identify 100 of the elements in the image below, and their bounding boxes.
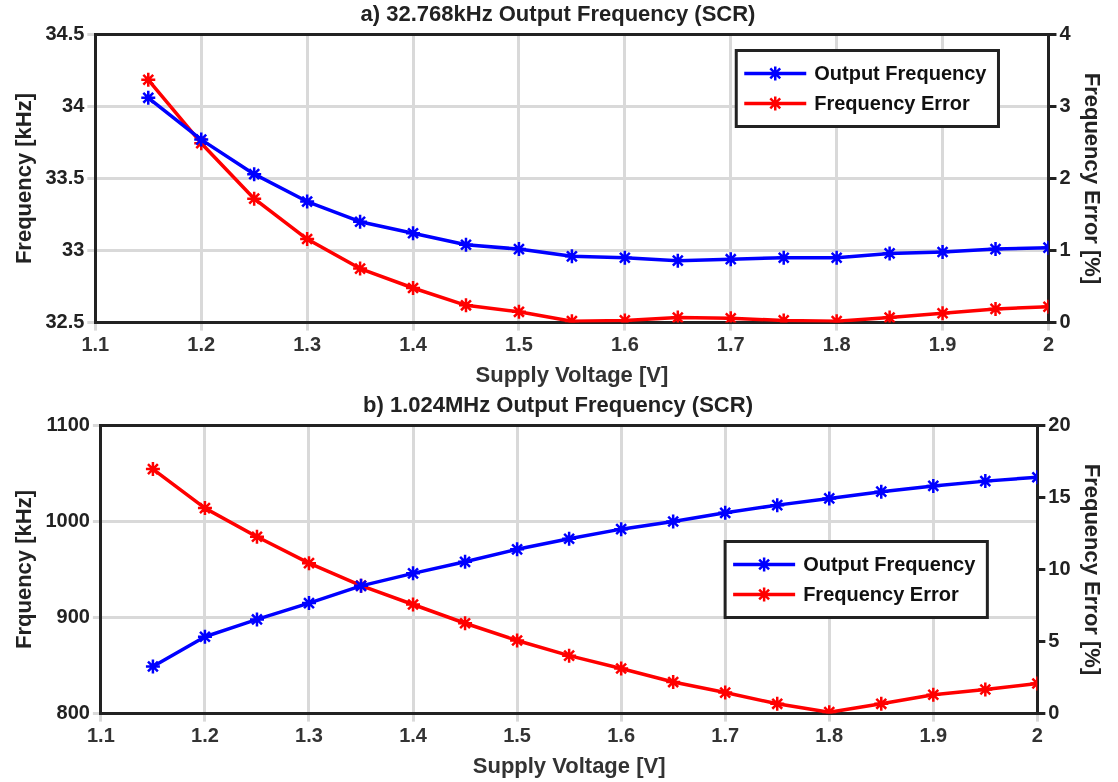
point xyxy=(612,660,630,677)
x-tick-label: 1.8 xyxy=(815,724,844,747)
y2-tick-label: 10 xyxy=(1048,557,1071,580)
point xyxy=(248,611,266,628)
point xyxy=(873,483,890,500)
point xyxy=(612,520,630,538)
x-tick-label: 1.7 xyxy=(711,724,740,747)
x-tick-label: 1.6 xyxy=(607,724,636,747)
point xyxy=(196,499,214,517)
y-tick-label: 33 xyxy=(62,238,85,261)
x-tick-label: 2 xyxy=(1042,333,1055,356)
point xyxy=(508,541,526,558)
point xyxy=(351,213,369,230)
point xyxy=(977,472,994,490)
y2-axis-title: Frequency Error [%] xyxy=(1079,72,1105,285)
x-tick-label: 1.1 xyxy=(81,333,110,356)
x-tick-label: 1.2 xyxy=(187,333,216,356)
x-tick-label: 1.5 xyxy=(503,724,531,747)
y-tick-label: 900 xyxy=(56,605,90,628)
point xyxy=(351,260,369,277)
point xyxy=(144,460,162,478)
point xyxy=(456,615,474,632)
point xyxy=(196,628,214,645)
point xyxy=(457,236,475,254)
x-tick-label: 1.1 xyxy=(86,724,115,747)
point xyxy=(881,309,898,323)
x-tick-label: 1.5 xyxy=(505,333,533,356)
point xyxy=(821,490,838,507)
x-tick-label: 1.2 xyxy=(191,724,219,747)
y-axis-title: Frequency [kHz] xyxy=(11,92,37,265)
x-axis-title: Supply Voltage [V] xyxy=(475,361,669,387)
x-tick-label: 1.3 xyxy=(295,724,323,747)
point xyxy=(245,190,263,207)
y-tick-label: 33.5 xyxy=(45,166,85,189)
point xyxy=(934,243,951,261)
point xyxy=(664,673,682,691)
y-tick-label: 34.5 xyxy=(45,21,85,44)
x-tick-label: 1.4 xyxy=(399,724,428,747)
y-tick-label: 1000 xyxy=(45,508,90,531)
point xyxy=(925,477,942,495)
point xyxy=(248,528,266,546)
y2-tick-label: 4 xyxy=(1059,21,1072,44)
point xyxy=(140,71,157,89)
x-tick-label: 1.4 xyxy=(399,333,428,356)
y-tick-label: 32.5 xyxy=(45,310,85,333)
y2-axis-title: Frequency Error [%] xyxy=(1079,463,1105,676)
legend-label: Output Frequency xyxy=(803,553,977,576)
point xyxy=(987,240,1004,258)
x-tick-label: 1.6 xyxy=(610,333,639,356)
chart-title: a) 32.768kHz Output Frequency (SCR) xyxy=(360,1,756,27)
y2-tick-label: 2 xyxy=(1059,166,1071,189)
point xyxy=(508,632,526,649)
point xyxy=(404,596,422,613)
point xyxy=(775,249,792,267)
y2-tick-label: 1 xyxy=(1059,238,1071,261)
chart-title: b) 1.024MHz Output Frequency (SCR) xyxy=(363,392,753,418)
y-axis-title: Frquency [kHz] xyxy=(11,490,37,649)
point xyxy=(298,193,316,210)
y-tick-label: 1100 xyxy=(46,412,90,435)
point xyxy=(140,89,157,107)
x-tick-label: 1.8 xyxy=(822,333,851,356)
point xyxy=(192,131,210,148)
point xyxy=(716,504,734,522)
point xyxy=(716,684,734,701)
legend-label: Frequency Error xyxy=(803,583,959,606)
point xyxy=(664,513,682,530)
point xyxy=(144,658,162,675)
point xyxy=(404,279,422,297)
y2-tick-label: 20 xyxy=(1048,412,1071,435)
point xyxy=(560,647,578,664)
point xyxy=(977,681,994,698)
x-tick-label: 2 xyxy=(1031,724,1043,747)
point xyxy=(404,225,422,242)
point xyxy=(510,303,528,321)
y2-tick-label: 15 xyxy=(1048,484,1071,507)
y2-tick-label: 0 xyxy=(1059,310,1071,333)
x-tick-label: 1.3 xyxy=(293,333,322,356)
x-axis-title: Supply Voltage [V] xyxy=(472,752,666,778)
point xyxy=(456,553,474,571)
point xyxy=(300,554,318,572)
x-tick-label: 1.9 xyxy=(919,724,948,747)
point xyxy=(881,245,898,262)
x-tick-label: 1.7 xyxy=(716,333,745,356)
point xyxy=(768,496,786,514)
y2-tick-label: 5 xyxy=(1048,629,1060,652)
point xyxy=(934,304,951,322)
point xyxy=(457,297,475,314)
point xyxy=(560,530,578,548)
y-tick-label: 34 xyxy=(62,93,86,116)
point xyxy=(768,695,786,713)
point xyxy=(300,594,318,612)
x-tick-label: 1.9 xyxy=(928,333,957,356)
point xyxy=(987,300,1004,318)
point xyxy=(404,565,422,582)
point xyxy=(510,240,528,258)
point xyxy=(298,230,316,248)
legend-label: Frequency Error xyxy=(814,91,971,114)
legend-label: Output Frequency xyxy=(814,61,988,84)
point xyxy=(873,695,890,713)
y-tick-label: 800 xyxy=(56,701,90,724)
